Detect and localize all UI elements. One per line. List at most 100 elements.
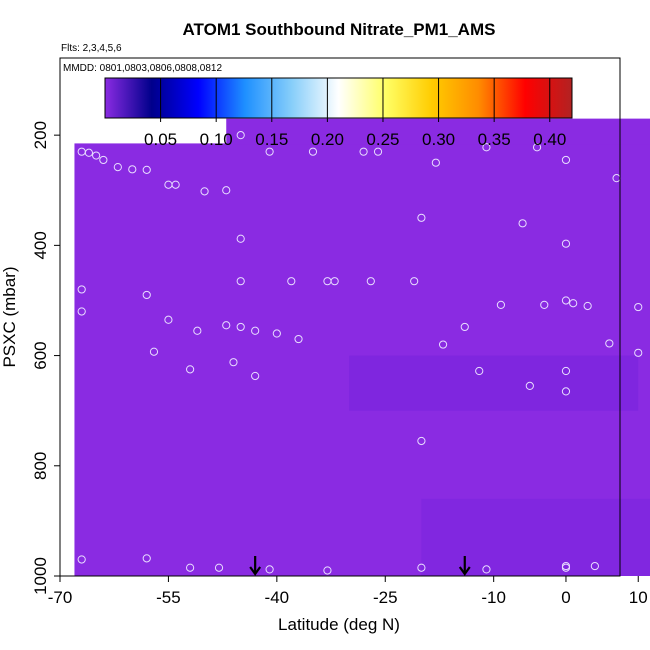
plot-frame xyxy=(59,57,621,577)
sample-point xyxy=(518,219,527,228)
sample-point xyxy=(417,563,426,572)
sample-point xyxy=(186,563,195,572)
sample-point xyxy=(84,148,94,157)
sample-point xyxy=(92,151,101,160)
sample-point xyxy=(525,381,534,390)
chart-title: ATOM1 Southbound Nitrate_PM1_AMS xyxy=(183,20,496,39)
sample-point xyxy=(236,277,245,286)
sample-point xyxy=(272,329,281,338)
y-tick-label: 1000 xyxy=(31,557,50,595)
colorbar-tick-label: 0.30 xyxy=(422,130,455,149)
sample-point xyxy=(77,555,86,564)
colorbar-tick-label: 0.35 xyxy=(478,130,511,149)
sample-point xyxy=(634,348,643,357)
y-tick-label: 800 xyxy=(31,452,50,480)
arrow-head xyxy=(249,566,262,576)
y-axis-title: PSXC (mbar) xyxy=(0,266,19,367)
sample-point xyxy=(460,322,469,332)
sample-point xyxy=(171,180,180,189)
sample-point xyxy=(590,561,599,571)
sample-point xyxy=(605,339,614,348)
arrow-head xyxy=(458,566,471,576)
sample-point xyxy=(99,155,108,165)
sample-point xyxy=(569,299,578,308)
x-tick-label: -25 xyxy=(373,588,398,607)
sample-point xyxy=(186,365,195,374)
sample-point xyxy=(164,315,173,324)
sample-point xyxy=(583,301,592,311)
sample-point xyxy=(359,147,368,156)
colorbar-bar xyxy=(104,77,573,119)
sample-point xyxy=(438,340,448,349)
sample-point xyxy=(634,302,643,312)
x-tick-label: 10 xyxy=(629,588,648,607)
sample-point xyxy=(482,143,491,152)
sample-point xyxy=(229,358,238,367)
colorbar-tick-label: 0.20 xyxy=(311,130,344,149)
colorbar-tick-label: 0.40 xyxy=(533,130,566,149)
x-tick-label: -10 xyxy=(481,588,506,607)
sample-point xyxy=(366,277,375,286)
sample-point xyxy=(265,565,274,574)
sample-point xyxy=(561,366,571,376)
sample-point xyxy=(214,563,224,572)
sample-point xyxy=(149,347,159,356)
sample-point xyxy=(236,322,245,332)
colorbar: 0.05 0.10 0.15 0.20 0.25 0.30 0.35 0.40 xyxy=(104,77,573,149)
sample-point xyxy=(532,143,542,152)
sample-point xyxy=(222,186,231,195)
heatmap-upper-block xyxy=(226,118,650,145)
colorbar-tick-label: 0.15 xyxy=(255,130,288,149)
y-tick-label: 600 xyxy=(31,341,50,369)
colorbar-tick-label: 0.25 xyxy=(366,130,399,149)
sample-point xyxy=(287,277,296,286)
sample-point xyxy=(323,566,332,575)
sample-point xyxy=(128,165,137,174)
sample-point xyxy=(431,158,440,167)
sample-point xyxy=(561,239,571,248)
sample-point xyxy=(200,187,209,196)
sample-point xyxy=(496,300,506,309)
y-tick-label: 200 xyxy=(31,121,50,149)
sample-point xyxy=(77,307,86,316)
sample-point xyxy=(142,554,151,563)
sample-point xyxy=(410,277,419,286)
colorbar-tick-label: 0.05 xyxy=(144,130,177,149)
x-tick-label: -40 xyxy=(265,588,290,607)
sample-point xyxy=(142,290,151,300)
sample-point xyxy=(475,366,484,376)
sample-point xyxy=(308,147,318,156)
colorbar-tick-label: 0.10 xyxy=(200,130,233,149)
sample-point xyxy=(265,147,274,156)
dates-note: MMDD: 0801,0803,0806,0808,0812 xyxy=(63,63,222,74)
sample-point xyxy=(482,565,491,574)
sample-point xyxy=(294,334,303,344)
x-axis-title: Latitude (deg N) xyxy=(278,615,400,634)
plot-area xyxy=(74,118,650,576)
sample-point xyxy=(330,277,339,286)
sample-point xyxy=(113,163,122,172)
axes: -70-55-40-25-100102030405060708020040060… xyxy=(31,121,648,607)
sample-point xyxy=(251,326,260,335)
x-tick-label: -55 xyxy=(156,588,181,607)
sample-point xyxy=(561,387,571,396)
sample-point xyxy=(561,155,571,165)
sample-point xyxy=(236,131,245,140)
sample-point xyxy=(417,213,426,222)
sample-point xyxy=(561,561,571,571)
sample-point xyxy=(193,326,202,335)
y-tick-label: 400 xyxy=(31,231,50,259)
sample-point xyxy=(142,165,151,174)
sample-point xyxy=(77,285,86,294)
flights-note: Flts: 2,3,4,5,6 xyxy=(61,43,122,54)
sample-point xyxy=(251,371,260,381)
x-tick-label: -70 xyxy=(48,588,73,607)
sample-point xyxy=(561,296,571,305)
heatmap-patch xyxy=(421,498,650,576)
x-tick-label: 0 xyxy=(561,588,570,607)
sample-point xyxy=(417,436,426,446)
sample-point xyxy=(222,321,231,330)
sample-point xyxy=(236,234,245,243)
sample-point xyxy=(540,300,549,309)
